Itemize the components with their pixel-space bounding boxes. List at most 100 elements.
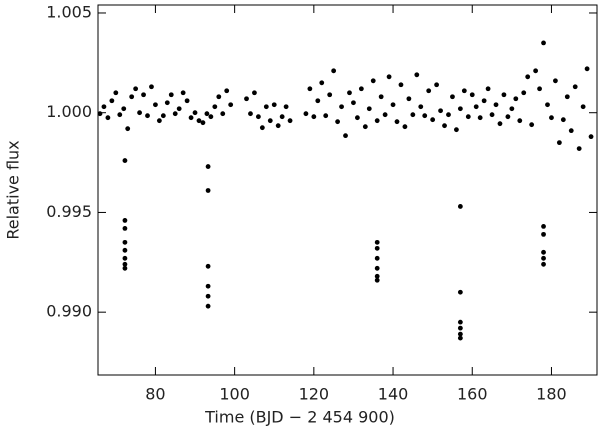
data-point <box>303 111 309 117</box>
data-point <box>137 110 142 116</box>
data-point <box>347 90 352 96</box>
data-point <box>386 74 392 80</box>
data-point <box>374 239 380 245</box>
data-point <box>248 111 253 117</box>
data-point <box>541 249 546 255</box>
data-point <box>497 121 503 127</box>
data-point <box>537 86 542 92</box>
data-point <box>220 111 226 117</box>
data-point <box>287 118 293 124</box>
data-point <box>307 86 313 92</box>
data-point <box>212 104 218 110</box>
data-point <box>180 90 186 96</box>
data-point <box>434 82 440 88</box>
data-point <box>121 106 127 112</box>
data-point <box>172 111 178 117</box>
data-point <box>255 114 261 120</box>
data-point <box>374 245 380 251</box>
data-point <box>228 102 234 108</box>
data-point <box>549 115 554 121</box>
data-point <box>473 104 479 110</box>
data-point <box>541 231 546 237</box>
data-point <box>149 84 154 90</box>
data-point <box>513 96 519 102</box>
data-point <box>422 113 428 119</box>
data-point <box>545 102 550 108</box>
x-axis-label: Time (BJD − 2 454 900) <box>204 408 395 427</box>
x-tick-label: 140 <box>378 385 409 404</box>
data-point <box>568 128 574 134</box>
data-point <box>525 74 531 80</box>
x-tick-label: 160 <box>457 385 488 404</box>
data-point <box>457 289 463 295</box>
data-point <box>477 115 483 121</box>
data-point <box>117 112 123 118</box>
x-tick-label: 180 <box>536 385 567 404</box>
data-point <box>457 331 463 337</box>
data-point <box>122 261 128 267</box>
data-point <box>205 283 211 289</box>
data-point <box>426 88 432 94</box>
data-point <box>200 120 206 126</box>
data-point <box>505 114 511 120</box>
data-point <box>481 98 487 104</box>
data-point <box>259 125 265 131</box>
data-point <box>418 104 424 110</box>
data-point <box>113 90 119 96</box>
data-point <box>457 204 463 209</box>
data-point <box>556 140 562 146</box>
data-point <box>244 96 249 102</box>
data-point <box>374 255 380 261</box>
data-point <box>122 265 128 271</box>
data-point <box>382 112 388 118</box>
data-point <box>374 265 380 271</box>
data-point <box>457 325 463 331</box>
data-point <box>109 98 115 104</box>
data-point <box>145 113 150 119</box>
data-point <box>311 114 317 120</box>
data-point <box>315 98 321 104</box>
data-point <box>541 261 546 267</box>
data-point <box>362 124 368 130</box>
data-point <box>252 90 257 96</box>
data-point <box>176 106 182 112</box>
data-point <box>576 146 582 152</box>
data-point <box>205 164 211 169</box>
data-point <box>517 118 523 124</box>
data-point <box>263 104 269 110</box>
data-point <box>430 117 436 123</box>
data-point <box>156 118 162 124</box>
data-point <box>501 92 507 98</box>
data-point <box>279 114 285 120</box>
x-tick-label: 100 <box>219 385 250 404</box>
data-point <box>351 100 356 106</box>
data-point <box>101 104 107 110</box>
data-point <box>553 78 558 84</box>
data-point <box>374 273 380 279</box>
data-point <box>319 80 325 86</box>
data-point <box>374 118 380 124</box>
data-point <box>97 111 103 117</box>
data-point <box>521 90 527 96</box>
data-point <box>205 293 211 299</box>
data-point <box>323 113 329 119</box>
data-point <box>153 102 158 108</box>
data-point <box>196 118 202 124</box>
data-point <box>355 115 360 121</box>
x-tick-label: 80 <box>145 385 165 404</box>
data-point <box>184 98 190 104</box>
data-point <box>465 114 471 120</box>
data-point <box>164 100 170 106</box>
data-point <box>541 255 546 261</box>
data-point <box>529 122 535 128</box>
data-point <box>216 94 222 100</box>
data-point <box>366 106 372 112</box>
data-point <box>168 92 174 98</box>
data-point <box>122 239 128 245</box>
data-point <box>335 119 340 125</box>
data-point <box>122 247 128 253</box>
y-tick-label: 0.995 <box>46 202 92 221</box>
data-point <box>275 123 281 129</box>
data-point <box>129 94 135 100</box>
